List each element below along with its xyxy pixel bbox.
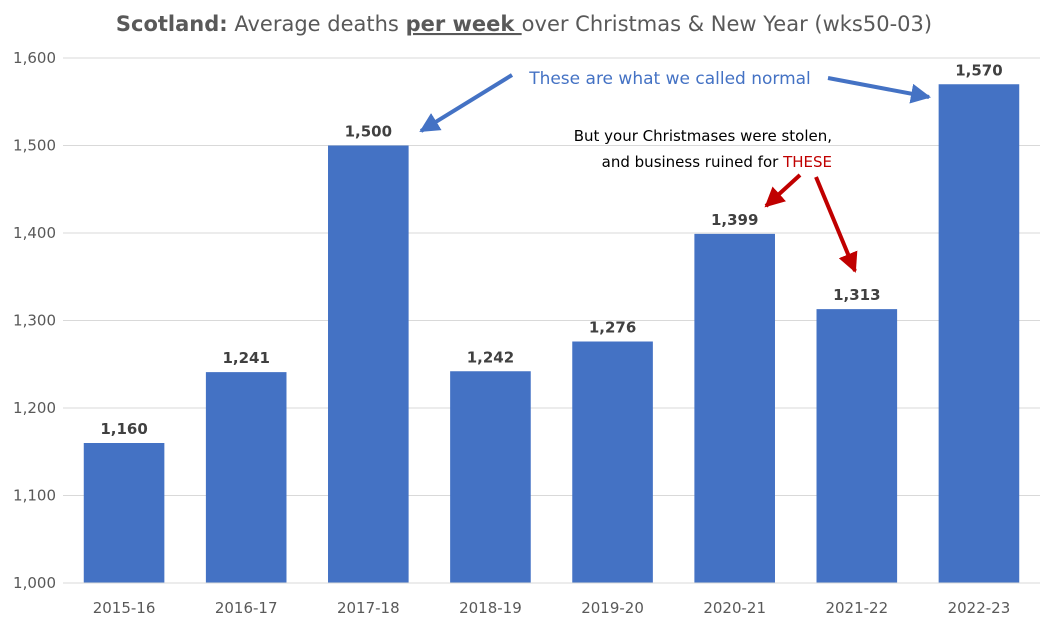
x-tick-label: 2021-22: [825, 599, 888, 617]
arrow-to-2022-23: [827, 76, 931, 104]
x-tick-label: 2019-20: [581, 599, 644, 617]
y-tick-label: 1,200: [13, 399, 56, 417]
bar-2017-18: [328, 145, 409, 583]
y-tick-label: 1,000: [13, 574, 56, 592]
y-tick-label: 1,400: [13, 224, 56, 242]
bar-2015-16: [83, 443, 165, 583]
bar-2018-19: [450, 371, 531, 583]
bar-2021-22: [816, 309, 898, 583]
y-tick-label: 1,500: [13, 137, 56, 155]
data-label-2016-17: 1,241: [222, 349, 269, 367]
x-tick-label: 2016-17: [215, 599, 278, 617]
bar-2022-23: [938, 84, 1020, 583]
bar-2016-17: [205, 372, 287, 583]
chart-title-prefix: Average deaths: [228, 12, 406, 36]
annotation-normal-note: These are what we called normal: [528, 69, 811, 89]
data-label-2022-23: 1,570: [955, 61, 1002, 79]
annotation-stolen-highlight: THESE: [782, 153, 832, 171]
data-label-2015-16: 1,160: [100, 420, 147, 438]
bar-series: [83, 84, 1020, 583]
y-tick-label: 1,100: [13, 487, 56, 505]
bar-2020-21: [694, 233, 775, 583]
annotation-stolen-line1: But your Christmases were stolen,: [574, 127, 832, 145]
y-axis: 1,000 1,100 1,200 1,300 1,400 1,500 1,600: [13, 49, 56, 592]
x-tick-label: 2018-19: [459, 599, 522, 617]
x-tick-label: 2017-18: [337, 599, 400, 617]
arrow-to-2021-22: [814, 176, 858, 273]
annotation-stolen-prefix: and business ruined for: [602, 153, 783, 171]
chart-title-region: Scotland:: [116, 12, 228, 36]
data-label-2019-20: 1,276: [589, 319, 636, 337]
x-axis: 2015-16 2016-17 2017-18 2018-19 2019-20 2020-…: [63, 582, 1040, 617]
data-label-2017-18: 1,500: [345, 123, 392, 141]
x-tick-label: 2020-21: [703, 599, 766, 617]
annotations: These are what we called normal But your…: [419, 69, 931, 273]
arrow-to-2020-21: [764, 173, 802, 208]
x-tick-label: 2022-23: [948, 599, 1011, 617]
annotation-stolen-line2: and business ruined for THESE: [602, 153, 832, 171]
chart-title-suffix: over Christmas & New Year (wks50-03): [522, 12, 932, 36]
chart-title: Scotland: Average deaths per week over C…: [116, 12, 932, 36]
y-tick-label: 1,600: [13, 49, 56, 67]
bar-2019-20: [572, 341, 653, 583]
y-tick-label: 1,300: [13, 312, 56, 330]
data-labels: 1,160 1,241 1,500 1,242 1,276 1,399 1,313 1,570: [100, 61, 1002, 438]
data-label-2021-22: 1,313: [833, 286, 880, 304]
arrow-to-2017-18: [419, 73, 514, 133]
data-label-2020-21: 1,399: [711, 211, 758, 229]
data-label-2018-19: 1,242: [467, 348, 514, 366]
chart-title-emphasis: per week: [406, 12, 522, 36]
x-tick-label: 2015-16: [93, 599, 156, 617]
